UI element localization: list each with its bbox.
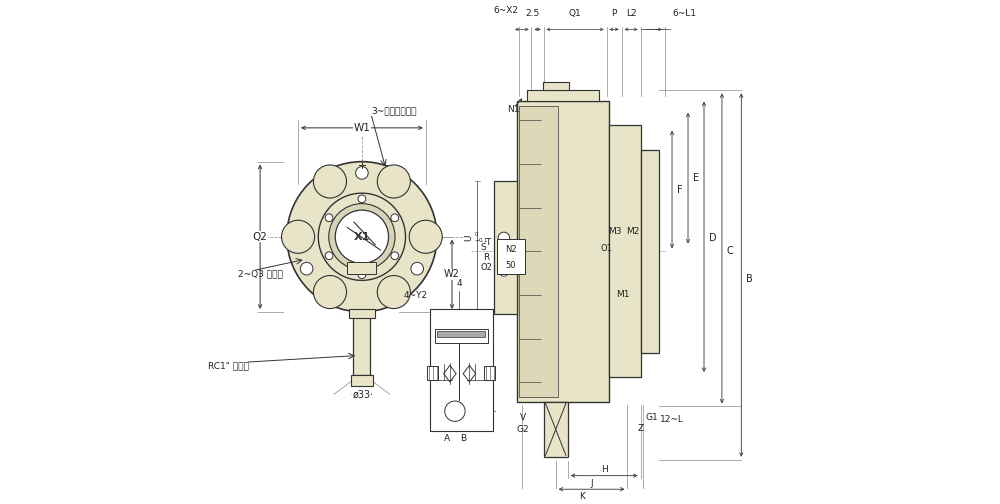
Bar (353, 312, 370, 375)
Circle shape (409, 220, 442, 254)
Circle shape (445, 401, 465, 421)
Text: RC1" 洩油孔: RC1" 洩油孔 (208, 361, 249, 370)
Circle shape (325, 214, 333, 222)
Text: Z: Z (638, 424, 644, 432)
Bar (609, 125, 641, 377)
Circle shape (358, 195, 366, 203)
Text: B: B (746, 274, 753, 284)
Text: Q1: Q1 (569, 10, 581, 18)
Text: 12~L: 12~L (660, 415, 683, 424)
Text: L2: L2 (626, 10, 636, 18)
Text: S: S (480, 243, 486, 252)
Text: F: F (677, 184, 682, 195)
Circle shape (313, 276, 347, 308)
Text: K: K (579, 492, 585, 501)
Text: U: U (464, 235, 473, 241)
Bar (347, 262, 376, 274)
Text: O2: O2 (480, 263, 492, 272)
Bar (527, 90, 599, 101)
Circle shape (335, 210, 389, 264)
Bar (351, 375, 373, 386)
Text: B: B (460, 434, 466, 443)
Text: D: D (709, 233, 716, 243)
Text: P: P (611, 10, 617, 18)
Circle shape (377, 276, 410, 308)
Text: E: E (693, 173, 699, 183)
Text: Dr: Dr (485, 409, 496, 418)
Text: 6~L1: 6~L1 (672, 10, 696, 18)
Bar (543, 82, 569, 90)
Text: V: V (520, 412, 526, 421)
Circle shape (300, 263, 313, 275)
Circle shape (411, 263, 423, 275)
Circle shape (318, 193, 406, 280)
Text: 4: 4 (457, 279, 462, 288)
Text: 2~Q3 給油孔: 2~Q3 給油孔 (238, 270, 283, 279)
Circle shape (498, 232, 510, 244)
Circle shape (377, 165, 410, 198)
Text: 4~Y2: 4~Y2 (403, 291, 427, 300)
Text: 2.5: 2.5 (526, 10, 540, 18)
Bar (544, 402, 568, 457)
Bar (435, 329, 488, 343)
Text: R: R (483, 253, 489, 262)
Text: 50: 50 (505, 261, 516, 270)
Text: O1: O1 (600, 244, 612, 254)
Text: T: T (485, 238, 491, 247)
Text: X1: X1 (354, 232, 370, 242)
Text: A: A (444, 434, 450, 443)
Text: 6~X2: 6~X2 (493, 7, 518, 16)
Polygon shape (444, 365, 456, 382)
Circle shape (391, 214, 399, 222)
Text: H: H (601, 465, 608, 474)
Bar (427, 366, 438, 380)
Bar (641, 150, 659, 353)
Text: N3: N3 (498, 236, 510, 245)
Text: 3~螺栓取付用孔: 3~螺栓取付用孔 (371, 106, 416, 115)
Text: Q2: Q2 (253, 232, 268, 242)
Bar (519, 106, 558, 397)
Bar (484, 366, 495, 380)
Bar (494, 181, 517, 314)
Circle shape (325, 252, 333, 260)
Polygon shape (463, 365, 476, 382)
Circle shape (287, 162, 437, 312)
Bar (497, 239, 525, 274)
Bar (349, 309, 375, 318)
Text: N1: N1 (507, 105, 519, 114)
Text: G2: G2 (517, 425, 530, 434)
Text: C: C (727, 246, 734, 257)
Text: ø33: ø33 (353, 389, 371, 399)
Text: 48: 48 (437, 338, 449, 348)
Circle shape (358, 271, 366, 279)
Bar (430, 309, 493, 430)
Bar (437, 331, 485, 337)
Text: J: J (590, 479, 593, 488)
Circle shape (282, 220, 315, 254)
Text: G1: G1 (645, 412, 658, 421)
Text: W1: W1 (353, 123, 370, 133)
Text: M2: M2 (627, 227, 640, 236)
Text: W2: W2 (444, 269, 460, 279)
Text: M3: M3 (608, 227, 622, 236)
Text: M1: M1 (616, 290, 629, 299)
Circle shape (329, 204, 395, 270)
Circle shape (500, 268, 508, 276)
Circle shape (313, 165, 347, 198)
Circle shape (356, 167, 368, 179)
Circle shape (391, 252, 399, 260)
Text: N2: N2 (505, 245, 516, 254)
Bar (517, 101, 609, 402)
Text: $^{0}_{-0.1}$: $^{0}_{-0.1}$ (474, 230, 488, 245)
